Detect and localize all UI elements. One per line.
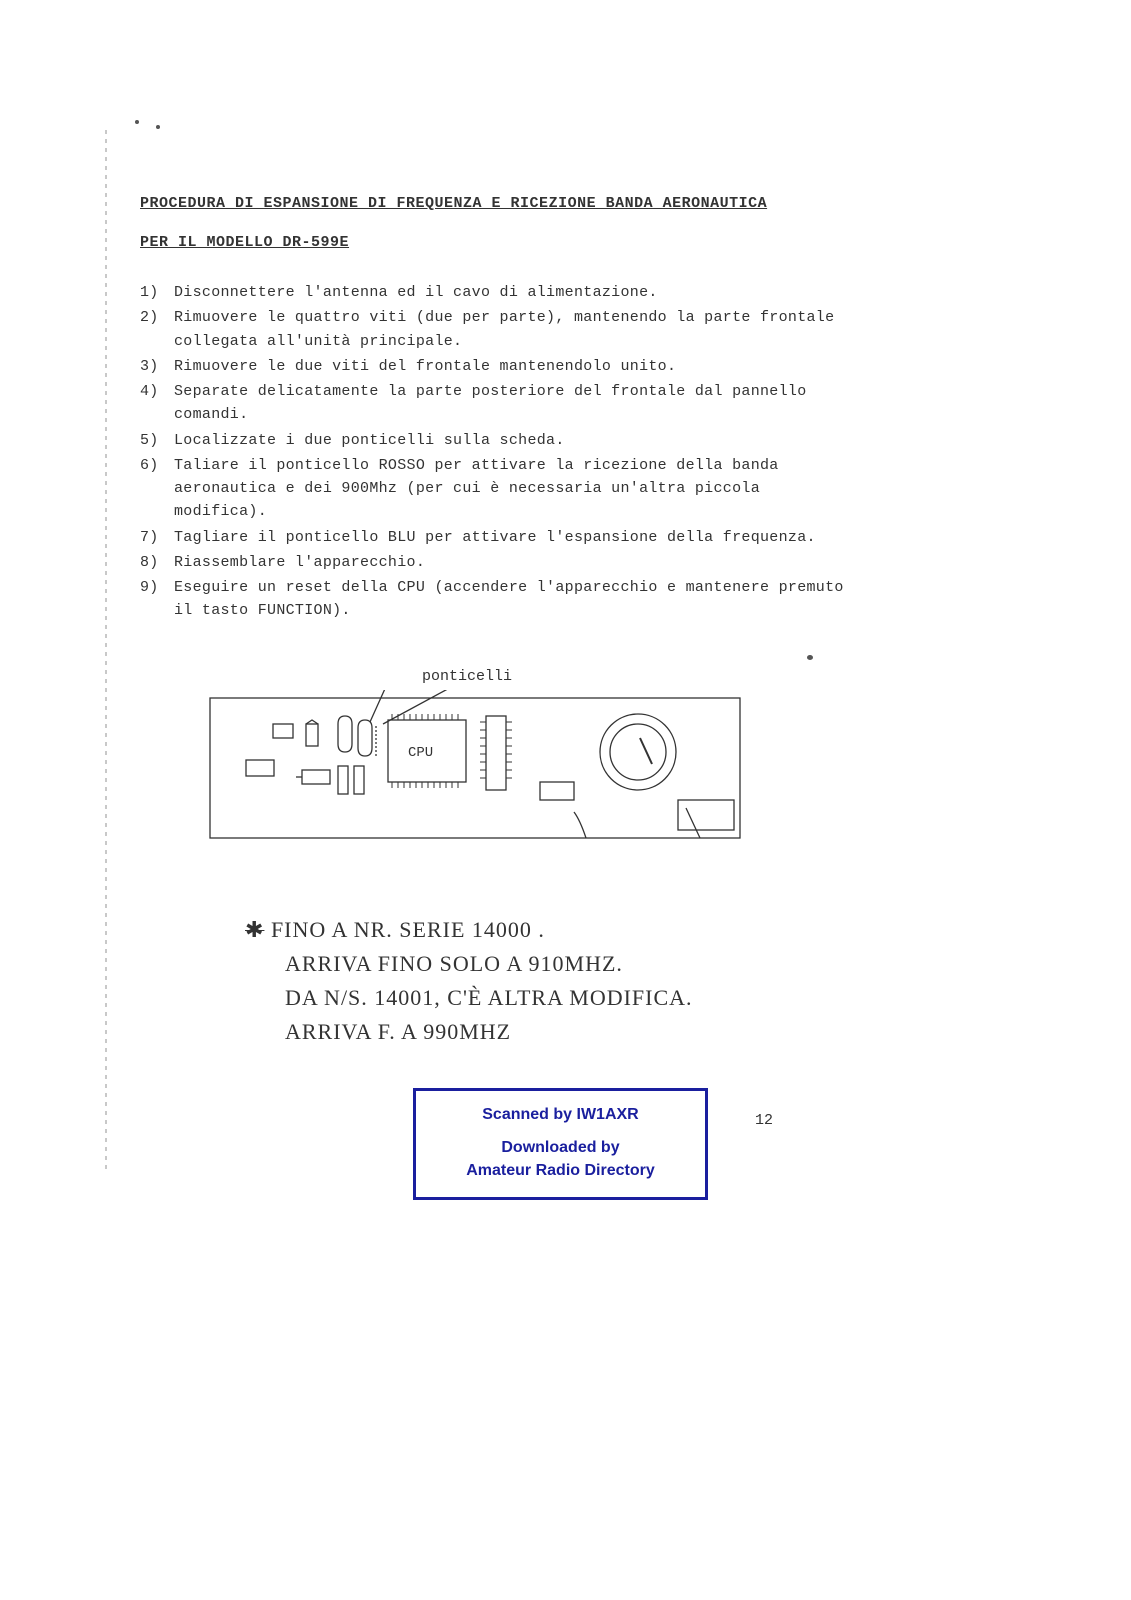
step-number: 1) <box>140 281 174 304</box>
step-text: Separate delicatamente la parte posterio… <box>174 380 860 427</box>
step-number: 8) <box>140 551 174 574</box>
stamp-line-2: Downloaded by <box>422 1136 699 1159</box>
procedure-step: 9)Eseguire un reset della CPU (accendere… <box>140 576 860 623</box>
scan-speck <box>135 120 139 124</box>
step-number: 6) <box>140 454 174 524</box>
hw-line: ✱ FINO A NR. SERIE 14000 . <box>245 913 775 947</box>
stamp-line-1: Scanned by IW1AXR <box>422 1103 699 1126</box>
stamp-line-3: Amateur Radio Directory <box>422 1159 699 1182</box>
page-number: 12 <box>755 1112 773 1129</box>
procedure-step: 7)Tagliare il ponticello BLU per attivar… <box>140 526 860 549</box>
step-text: Tagliare il ponticello BLU per attivare … <box>174 526 860 549</box>
step-text: Disconnettere l'antenna ed il cavo di al… <box>174 281 860 304</box>
diagram-callout-label: ponticelli <box>422 668 512 685</box>
document-subtitle: PER IL MODELLO DR-599E <box>140 234 860 251</box>
step-number: 2) <box>140 306 174 353</box>
procedure-step: 3)Rimuovere le due viti del frontale man… <box>140 355 860 378</box>
binding-edge-marks <box>105 130 107 1170</box>
procedure-step: 5)Localizzate i due ponticelli sulla sch… <box>140 429 860 452</box>
step-number: 5) <box>140 429 174 452</box>
procedure-step: 6)Taliare il ponticello ROSSO per attiva… <box>140 454 860 524</box>
procedure-step: 2)Rimuovere le quattro viti (due per par… <box>140 306 860 353</box>
procedure-step: 1)Disconnettere l'antenna ed il cavo di … <box>140 281 860 304</box>
cpu-chip-label: CPU <box>408 745 433 761</box>
document-title: PROCEDURA DI ESPANSIONE DI FREQUENZA E R… <box>140 195 860 212</box>
step-text: Rimuovere le due viti del frontale mante… <box>174 355 860 378</box>
hw-line: DA N/S. 14001, C'È ALTRA MODIFICA. <box>245 981 775 1015</box>
scan-speck <box>156 125 160 129</box>
step-text: Localizzate i due ponticelli sulla sched… <box>174 429 860 452</box>
hw-line: ARRIVA FINO SOLO A 910MHZ. <box>245 947 775 981</box>
hw-line: ARRIVA F. A 990MHZ <box>245 1015 775 1049</box>
procedure-step: 4)Separate delicatamente la parte poster… <box>140 380 860 427</box>
handwritten-note: ✱ FINO A NR. SERIE 14000 . ARRIVA FINO S… <box>245 913 775 1049</box>
step-text: Eseguire un reset della CPU (accendere l… <box>174 576 860 623</box>
scan-credit-stamp: Scanned by IW1AXR Downloaded by Amateur … <box>413 1088 708 1200</box>
pcb-diagram: CPU <box>208 690 748 850</box>
handwritten-asterisk: ✱ <box>245 917 264 942</box>
step-text: Riassemblare l'apparecchio. <box>174 551 860 574</box>
step-number: 3) <box>140 355 174 378</box>
step-text: Rimuovere le quattro viti (due per parte… <box>174 306 860 353</box>
step-text: Taliare il ponticello ROSSO per attivare… <box>174 454 860 524</box>
step-number: 4) <box>140 380 174 427</box>
step-number: 9) <box>140 576 174 623</box>
document-body: PROCEDURA DI ESPANSIONE DI FREQUENZA E R… <box>140 195 860 625</box>
step-number: 7) <box>140 526 174 549</box>
procedure-step: 8)Riassemblare l'apparecchio. <box>140 551 860 574</box>
procedure-steps: 1)Disconnettere l'antenna ed il cavo di … <box>140 281 860 623</box>
scan-speck <box>807 655 813 660</box>
